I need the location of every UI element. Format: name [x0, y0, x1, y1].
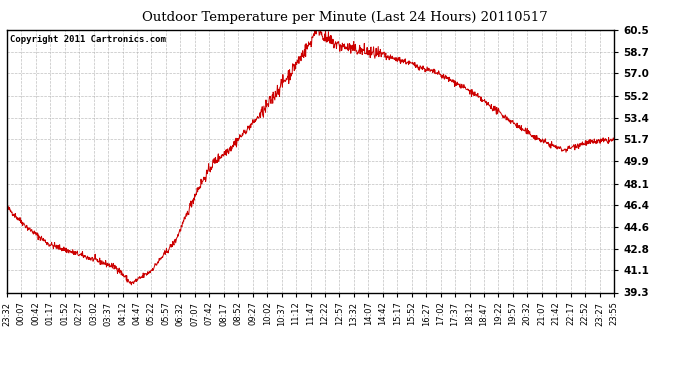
- Text: Outdoor Temperature per Minute (Last 24 Hours) 20110517: Outdoor Temperature per Minute (Last 24 …: [142, 11, 548, 24]
- Text: Copyright 2011 Cartronics.com: Copyright 2011 Cartronics.com: [10, 35, 166, 44]
